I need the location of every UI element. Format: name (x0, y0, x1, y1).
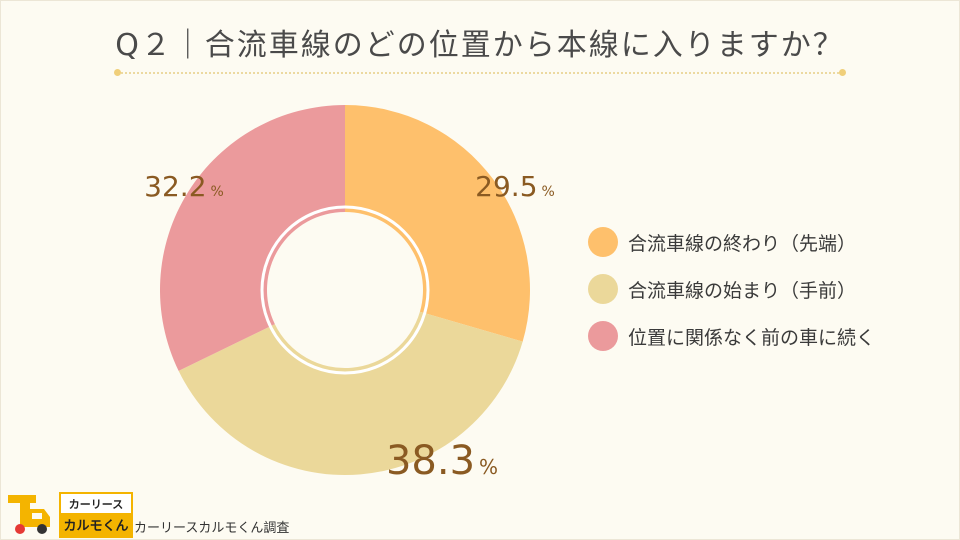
legend-label-start: 合流車線の始まり（手前） (628, 279, 857, 302)
data-label-start: 38.3% (386, 438, 498, 484)
legend-label-end: 合流車線の終わり（先端） (628, 232, 857, 255)
legend-swatch-end (588, 227, 618, 257)
title-rule (118, 72, 842, 74)
logo-text-bottom: カルモくん (61, 513, 131, 536)
legend-swatch-follow (588, 321, 618, 351)
data-label-follow: 32.2% (144, 170, 224, 203)
logo-text-top: カーリース (68, 499, 124, 511)
source-note: カーリースカルモくん調査 (134, 521, 290, 536)
slice-end (345, 105, 530, 342)
legend-item: 合流車線の始まり（手前） (588, 273, 875, 305)
slice-follow (159, 105, 345, 371)
logo-car-icon (8, 495, 50, 534)
title-rule-dot-right (839, 69, 846, 76)
legend-item: 合流車線の終わり（先端） (588, 226, 875, 258)
data-label-end: 29.5% (475, 170, 555, 203)
inner-ring (260, 205, 430, 375)
legend-item: 位置に関係なく前の車に続く (588, 320, 875, 352)
logo: カーリース カルモくん (59, 492, 133, 538)
title-rule-dot-left (114, 69, 121, 76)
legend-swatch-start (588, 274, 618, 304)
chart-title: Q２｜合流車線のどの位置から本線に入りますか？ (115, 28, 845, 63)
slice-start (178, 311, 523, 476)
legend-label-follow: 位置に関係なく前の車に続く (628, 326, 876, 349)
legend: 合流車線の終わり（先端） 合流車線の始まり（手前） 位置に関係なく前の車に続く (588, 226, 875, 367)
